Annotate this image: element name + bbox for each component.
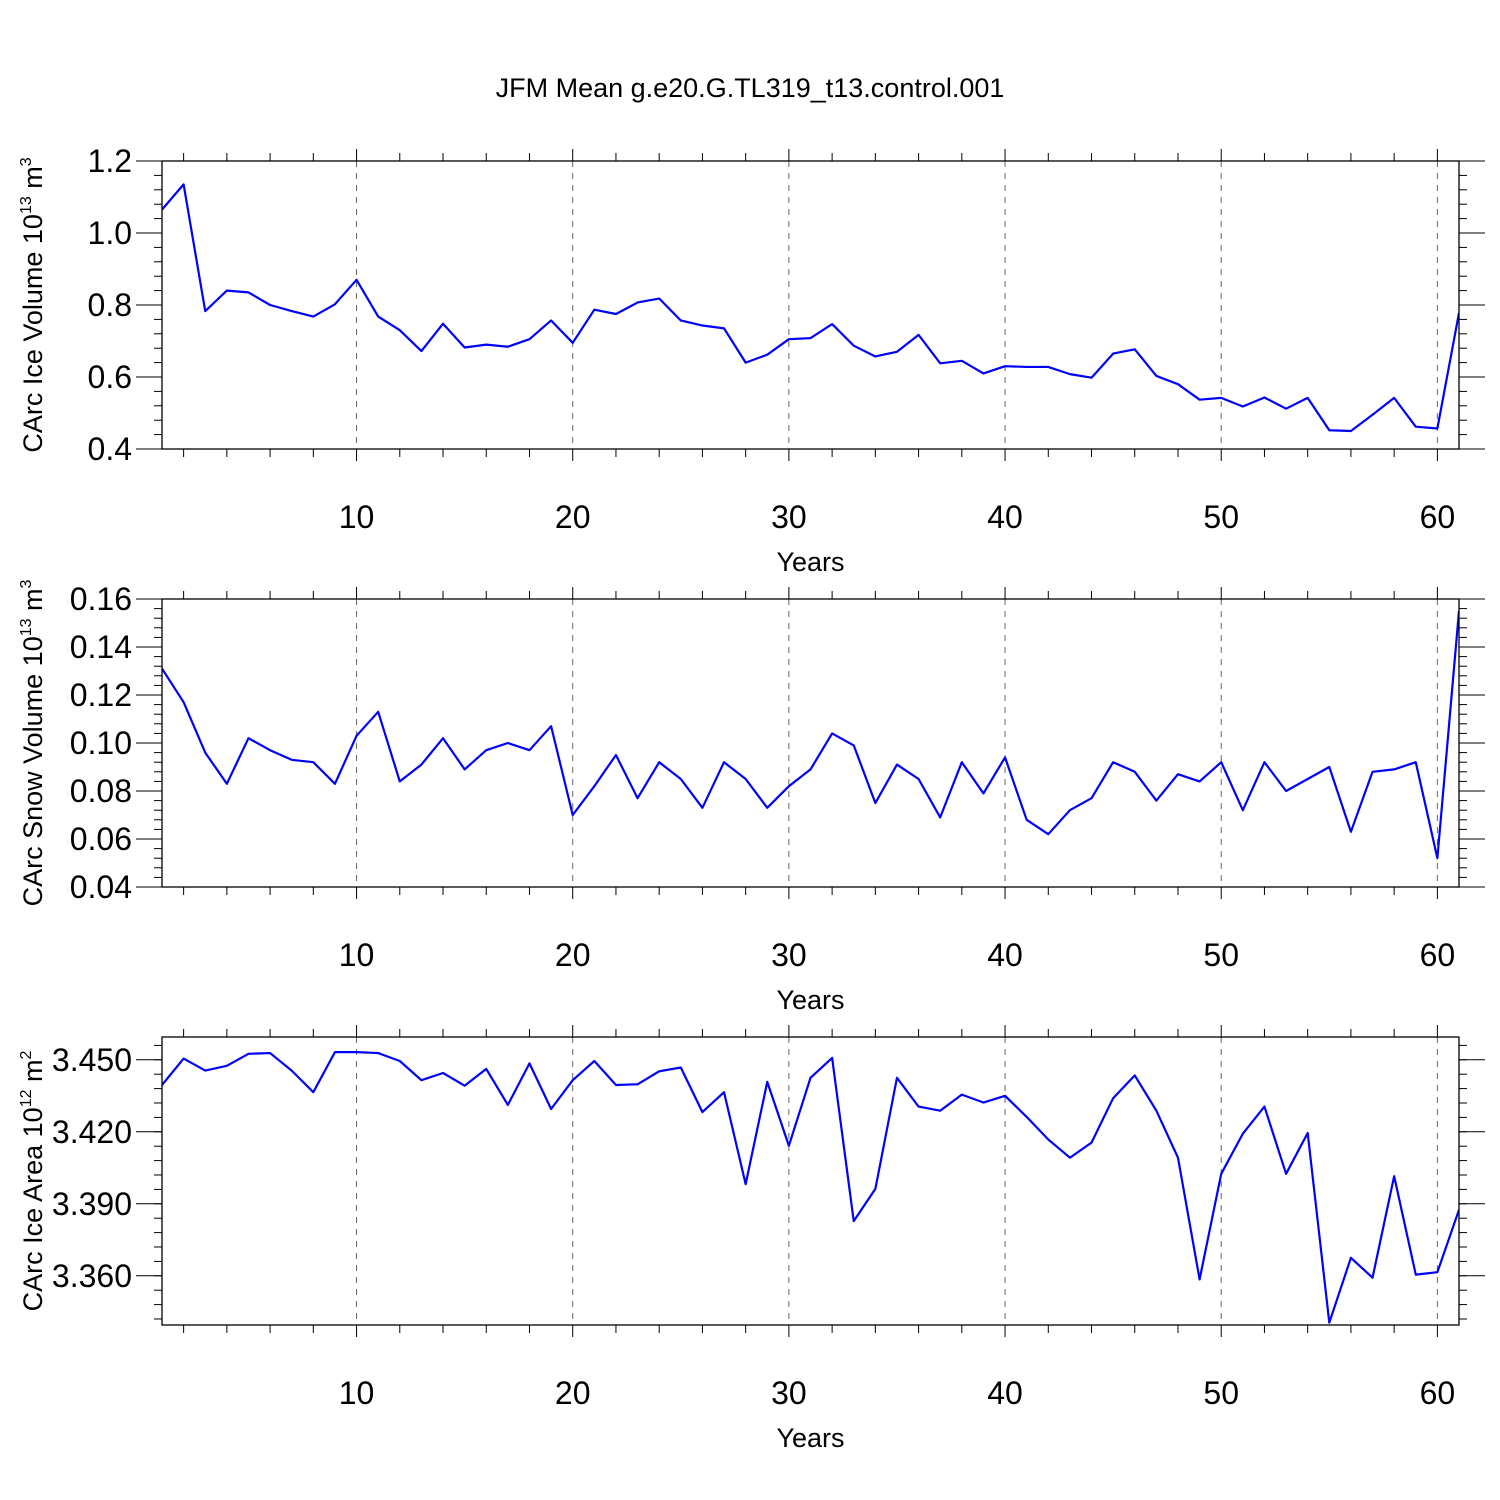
x-tick-label: 40 bbox=[987, 937, 1023, 973]
x-tick-label: 30 bbox=[771, 937, 807, 973]
x-tick-label: 10 bbox=[339, 937, 375, 973]
y-tick-label: 0.6 bbox=[88, 359, 132, 395]
x-tick-label: 50 bbox=[1203, 1375, 1239, 1411]
chart-panels: 0.4 0.6 0.8 1.0 1.2 10 20 30 40 50 60 Years CArc Ice… bbox=[18, 143, 1485, 1453]
panel-2: 0.04 0.06 0.08 0.10 0.12 0.14 0.16 10 20 30 40 50 60… bbox=[18, 579, 1485, 1015]
y-tick-label: 3.450 bbox=[52, 1042, 132, 1078]
x-tick-label: 20 bbox=[555, 499, 591, 535]
panel-3: 3.360 3.390 3.420 3.450 10 20 30 40 50 60 Years CAr… bbox=[18, 1025, 1485, 1453]
y-tick-label: 0.04 bbox=[70, 869, 132, 905]
y-axis-title: CArc Ice Volume 1013 m3 bbox=[18, 157, 48, 452]
y-tick-label: 3.420 bbox=[52, 1114, 132, 1150]
x-tick-label: 20 bbox=[555, 937, 591, 973]
y-tick-label: 1.2 bbox=[88, 143, 132, 179]
y-tick-label: 1.0 bbox=[88, 215, 132, 251]
x-tick-label: 30 bbox=[771, 1375, 807, 1411]
y-tick-label: 0.8 bbox=[88, 287, 132, 323]
y-axis-title: CArc Ice Area 1012 m2 bbox=[18, 1051, 48, 1312]
y-tick-label: 0.14 bbox=[70, 629, 132, 665]
y-tick-label: 0.16 bbox=[70, 581, 132, 617]
y-tick-label: 0.10 bbox=[70, 725, 132, 761]
x-axis-title: Years bbox=[776, 985, 844, 1015]
x-tick-label: 60 bbox=[1420, 937, 1456, 973]
plot-frame bbox=[161, 160, 1460, 450]
y-tick-label: 0.08 bbox=[70, 773, 132, 809]
y-tick-label: 0.12 bbox=[70, 677, 132, 713]
y-axis-title: CArc Snow Volume 1013 m3 bbox=[18, 579, 48, 906]
x-tick-label: 30 bbox=[771, 499, 807, 535]
chart-title: JFM Mean g.e20.G.TL319_t13.control.001 bbox=[496, 73, 1005, 103]
series-line bbox=[162, 183, 1459, 433]
x-tick-label: 10 bbox=[339, 499, 375, 535]
plot-frame bbox=[161, 598, 1460, 888]
x-tick-label: 10 bbox=[339, 1375, 375, 1411]
x-axis-title: Years bbox=[776, 547, 844, 577]
x-tick-label: 20 bbox=[555, 1375, 591, 1411]
x-axis-title: Years bbox=[776, 1423, 844, 1453]
plot-frame bbox=[161, 1036, 1460, 1326]
x-tick-label: 40 bbox=[987, 499, 1023, 535]
y-tick-label: 0.4 bbox=[88, 431, 132, 467]
x-tick-label: 50 bbox=[1203, 937, 1239, 973]
panel-1: 0.4 0.6 0.8 1.0 1.2 10 20 30 40 50 60 Years CArc Ice… bbox=[18, 143, 1485, 577]
x-tick-label: 60 bbox=[1420, 499, 1456, 535]
x-tick-label: 60 bbox=[1420, 1375, 1456, 1411]
x-tick-label: 40 bbox=[987, 1375, 1023, 1411]
y-tick-label: 3.360 bbox=[52, 1258, 132, 1294]
series-line bbox=[162, 610, 1459, 860]
series-line bbox=[162, 1051, 1459, 1324]
x-tick-label: 50 bbox=[1203, 499, 1239, 535]
y-tick-label: 3.390 bbox=[52, 1186, 132, 1222]
y-tick-label: 0.06 bbox=[70, 821, 132, 857]
